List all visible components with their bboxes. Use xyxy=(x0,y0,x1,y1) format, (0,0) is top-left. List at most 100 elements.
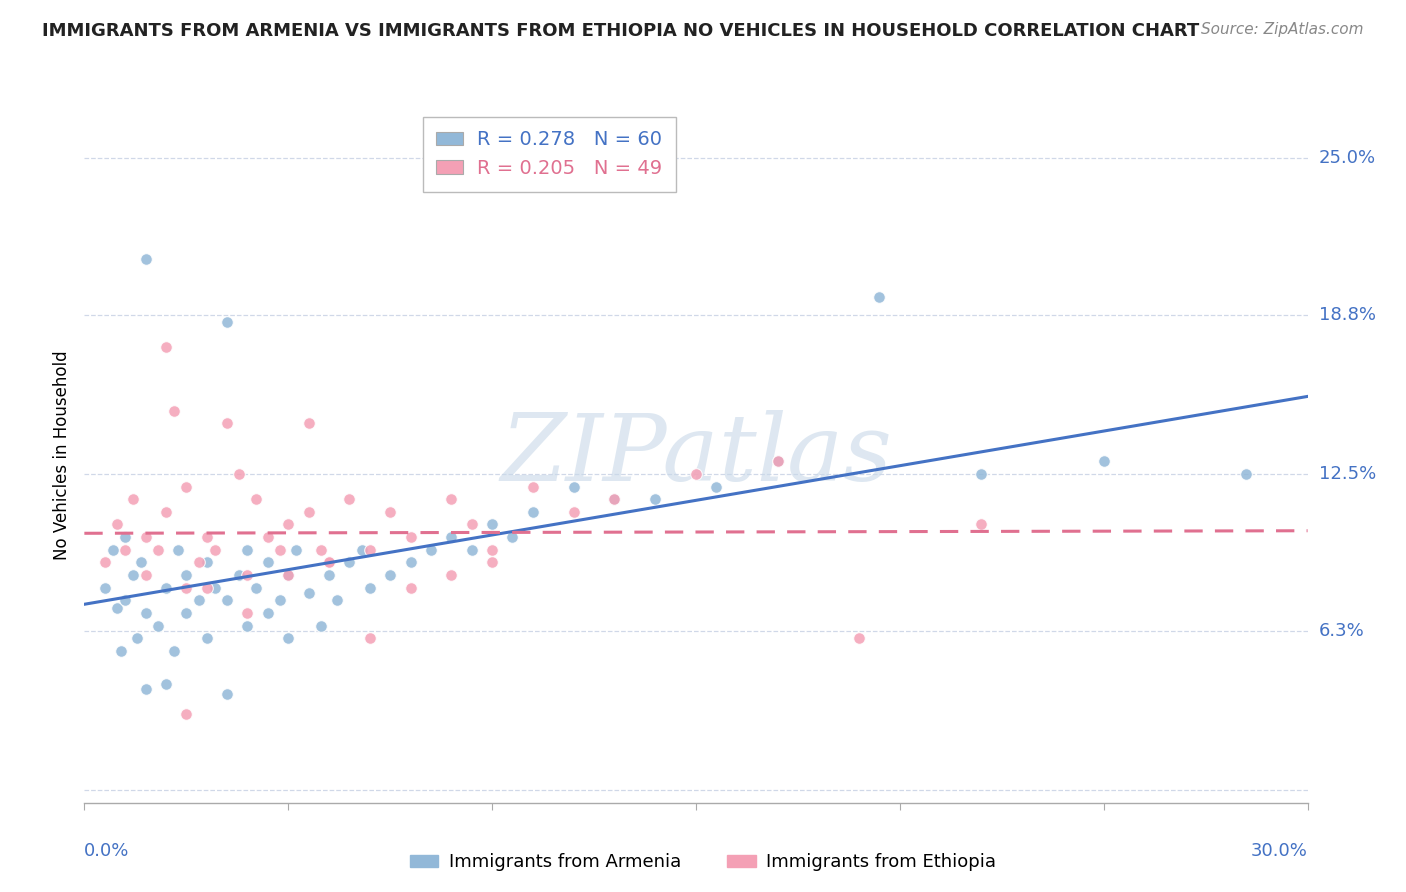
Point xyxy=(350,542,373,557)
Point xyxy=(1234,467,1257,481)
Point xyxy=(236,568,259,582)
Legend: R = 0.278   N = 60, R = 0.205   N = 49: R = 0.278 N = 60, R = 0.205 N = 49 xyxy=(423,117,676,192)
Point xyxy=(174,581,197,595)
Point xyxy=(174,606,197,620)
Text: 6.3%: 6.3% xyxy=(1319,622,1364,640)
Point xyxy=(105,601,128,615)
Point xyxy=(217,593,239,607)
Point xyxy=(135,252,157,266)
Point xyxy=(204,542,226,557)
Point xyxy=(269,542,291,557)
Point xyxy=(135,606,157,620)
Point xyxy=(257,556,280,570)
Point xyxy=(869,290,891,304)
Point xyxy=(481,542,503,557)
Point xyxy=(685,467,707,481)
Point xyxy=(228,568,250,582)
Point xyxy=(174,479,197,493)
Point xyxy=(135,681,157,696)
Point xyxy=(461,542,484,557)
Point xyxy=(399,556,422,570)
Text: ZIPatlas: ZIPatlas xyxy=(501,410,891,500)
Point xyxy=(339,492,360,507)
Point xyxy=(766,454,789,468)
Point xyxy=(277,632,299,646)
Point xyxy=(245,492,267,507)
Y-axis label: No Vehicles in Household: No Vehicles in Household xyxy=(53,350,72,560)
Point xyxy=(228,467,250,481)
Point xyxy=(195,530,218,544)
Point xyxy=(163,403,186,417)
Point xyxy=(970,467,993,481)
Point xyxy=(318,568,340,582)
Point xyxy=(101,542,124,557)
Point xyxy=(562,479,585,493)
Point xyxy=(217,315,239,329)
Point xyxy=(420,542,443,557)
Point xyxy=(217,687,239,701)
Point xyxy=(105,517,128,532)
Point xyxy=(522,479,544,493)
Point xyxy=(245,581,267,595)
Point xyxy=(603,492,626,507)
Point xyxy=(236,542,259,557)
Point xyxy=(93,556,115,570)
Point xyxy=(163,644,186,658)
Point xyxy=(155,340,177,354)
Point xyxy=(766,454,789,468)
Point xyxy=(440,530,463,544)
Point xyxy=(603,492,626,507)
Point xyxy=(440,568,463,582)
Point xyxy=(522,505,544,519)
Text: 18.8%: 18.8% xyxy=(1319,305,1375,324)
Point xyxy=(257,606,280,620)
Point xyxy=(155,677,177,691)
Point xyxy=(155,581,177,595)
Point xyxy=(155,505,177,519)
Point xyxy=(204,581,226,595)
Point xyxy=(114,530,136,544)
Point xyxy=(269,593,291,607)
Point xyxy=(380,568,402,582)
Point xyxy=(195,581,218,595)
Point xyxy=(146,618,169,632)
Point xyxy=(359,542,381,557)
Point xyxy=(309,618,332,632)
Point xyxy=(481,517,503,532)
Point xyxy=(562,505,585,519)
Point xyxy=(277,568,299,582)
Point xyxy=(326,593,349,607)
Point xyxy=(848,632,870,646)
Point xyxy=(380,505,402,519)
Text: 25.0%: 25.0% xyxy=(1319,149,1376,167)
Point xyxy=(298,417,321,431)
Point xyxy=(114,542,136,557)
Point xyxy=(93,581,115,595)
Point xyxy=(318,556,340,570)
Point xyxy=(704,479,728,493)
Point xyxy=(110,644,132,658)
Point xyxy=(318,556,340,570)
Point xyxy=(461,517,484,532)
Text: 0.0%: 0.0% xyxy=(84,842,129,860)
Point xyxy=(277,568,299,582)
Legend: Immigrants from Armenia, Immigrants from Ethiopia: Immigrants from Armenia, Immigrants from… xyxy=(402,847,1004,879)
Point xyxy=(146,542,169,557)
Point xyxy=(481,556,503,570)
Text: 12.5%: 12.5% xyxy=(1319,465,1376,483)
Point xyxy=(114,593,136,607)
Point xyxy=(217,417,239,431)
Text: IMMIGRANTS FROM ARMENIA VS IMMIGRANTS FROM ETHIOPIA NO VEHICLES IN HOUSEHOLD COR: IMMIGRANTS FROM ARMENIA VS IMMIGRANTS FR… xyxy=(42,22,1199,40)
Point xyxy=(298,586,321,600)
Point xyxy=(187,593,209,607)
Point xyxy=(257,530,280,544)
Point xyxy=(127,632,149,646)
Point xyxy=(359,632,381,646)
Point xyxy=(298,505,321,519)
Point xyxy=(970,517,993,532)
Point xyxy=(195,632,218,646)
Point xyxy=(174,568,197,582)
Point xyxy=(359,581,381,595)
Point xyxy=(285,542,308,557)
Point xyxy=(195,556,218,570)
